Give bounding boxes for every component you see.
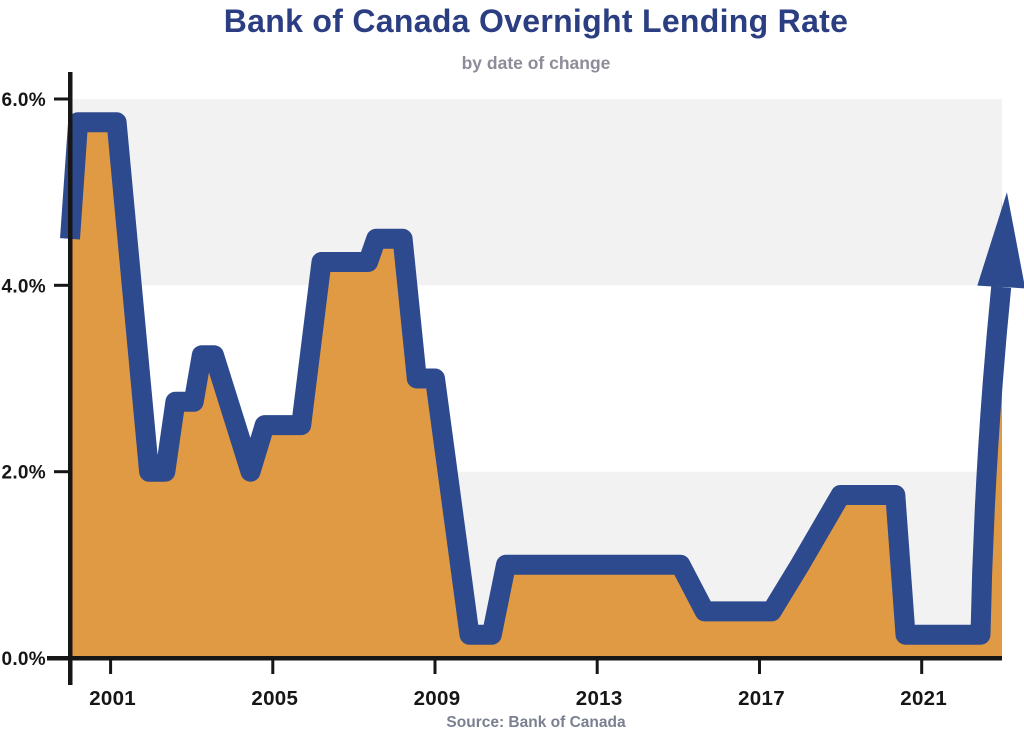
x-axis [47,656,1002,661]
grid-band [72,99,1002,286]
y-tick-label: 2.0% [1,463,46,484]
x-tick-label: 2009 [414,687,461,710]
y-axis [68,72,73,685]
y-tick [54,470,68,474]
x-tick [271,660,275,674]
y-tick [54,283,68,287]
x-tick [595,660,599,674]
trend-arrowhead-icon [977,192,1024,289]
x-tick-label: 2001 [89,687,136,710]
x-tick-label: 2017 [738,687,785,710]
rate-line [60,112,1012,645]
x-tick-label: 2013 [576,687,623,710]
x-tick [758,660,761,674]
x-tick-label: 2005 [251,687,298,710]
y-tick-label: 6.0% [1,90,46,111]
x-tick [920,660,924,674]
y-tick [54,97,68,101]
y-tick-label: 4.0% [1,276,46,297]
area-fill [70,122,1002,659]
x-tick-label: 2021 [900,687,947,710]
x-tick [109,660,113,674]
x-tick [433,660,437,674]
y-tick-label: 0.0% [1,649,46,670]
